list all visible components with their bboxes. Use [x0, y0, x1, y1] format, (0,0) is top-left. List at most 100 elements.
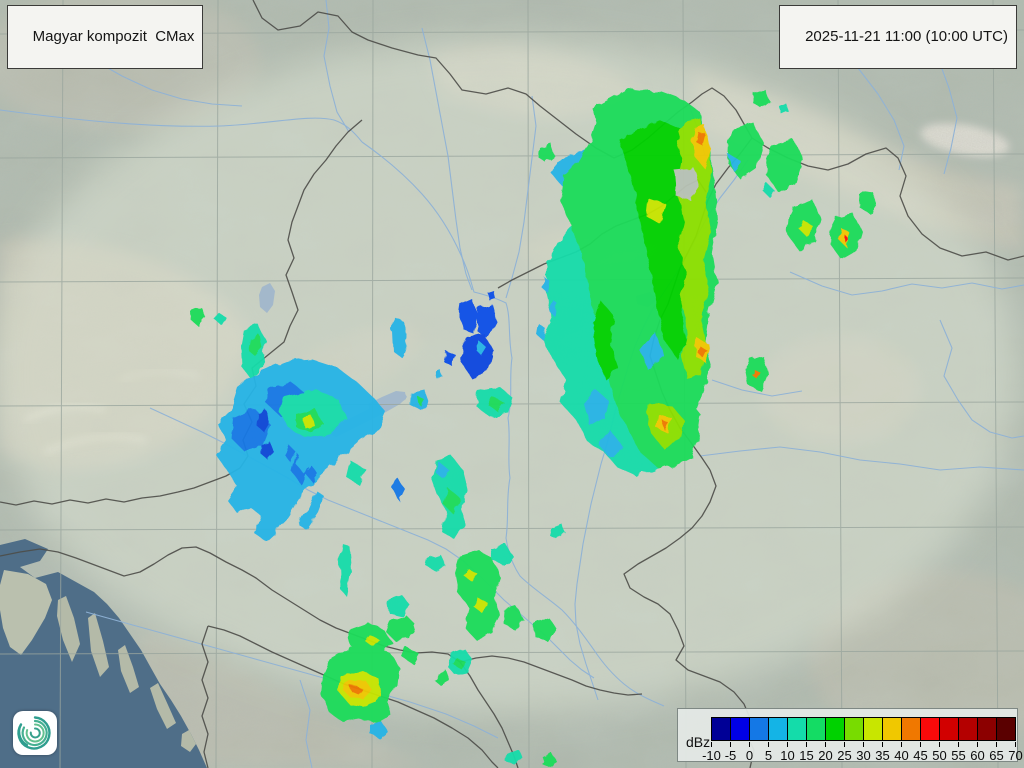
legend-tick-label: 25	[837, 748, 852, 763]
legend-tick-mark	[882, 742, 883, 747]
radar-echo	[838, 228, 851, 247]
radar-echo	[505, 748, 524, 766]
radar-echo	[190, 307, 206, 326]
radar-echo	[385, 615, 416, 641]
radar-echo	[692, 126, 710, 168]
legend-tick-label: 0	[745, 748, 754, 763]
legend-color-cell	[826, 718, 845, 740]
radar-echo	[491, 544, 513, 566]
legend-color-cell	[731, 718, 750, 740]
radar-echo	[426, 554, 445, 572]
radar-echo	[434, 670, 450, 686]
radar-echo-layer	[190, 88, 877, 767]
radar-echo	[752, 90, 770, 108]
legend-tick-mark	[996, 742, 997, 747]
timestamp-label: 2025-11-21 11:00 (10:00 UTC)	[805, 28, 1008, 45]
legend-tick-mark	[806, 742, 807, 747]
radar-echo	[260, 442, 274, 459]
legend-color-cell	[978, 718, 997, 740]
radar-echo	[475, 341, 486, 355]
legend-tick-mark	[768, 742, 769, 747]
radar-echo	[443, 351, 456, 366]
product-label: Magyar kompozit CMax	[32, 28, 195, 45]
radar-echo	[488, 397, 504, 411]
legend-tick-mark	[939, 742, 940, 747]
radar-echo	[779, 103, 789, 115]
radar-echo	[346, 460, 366, 485]
radar-echo	[473, 598, 488, 613]
radar-coverage-area	[0, 37, 1020, 713]
radar-echo	[387, 595, 410, 616]
spiral-logo-icon	[17, 716, 51, 750]
legend-tick-label: -10	[702, 748, 721, 763]
radar-echo	[845, 235, 849, 243]
legend-tick-mark	[977, 742, 978, 747]
radar-echo	[369, 721, 387, 738]
radar-echo	[503, 607, 523, 630]
legend-unit-label: dBz	[686, 734, 711, 750]
legend-color-cell	[902, 718, 921, 740]
radar-echo	[392, 317, 408, 358]
radar-echo	[436, 370, 443, 380]
legend-tick-label: 10	[780, 748, 795, 763]
radar-echo	[402, 647, 419, 664]
radar-echo	[537, 324, 545, 340]
radar-echo	[298, 490, 324, 530]
river-danube	[361, 141, 665, 707]
radar-echo	[661, 419, 669, 431]
legend-color-cell	[788, 718, 807, 740]
legend-tick-label: 40	[894, 748, 909, 763]
timestamp-box: 2025-11-21 11:00 (10:00 UTC)	[779, 5, 1017, 69]
radar-echo	[488, 291, 496, 301]
radar-echo	[542, 277, 549, 292]
radar-echo	[674, 168, 699, 200]
hungaromet-logo	[13, 711, 57, 755]
lake-neusiedl	[259, 283, 275, 313]
radar-echo	[453, 658, 466, 669]
legend-tick-mark	[730, 742, 731, 747]
legend-tick-mark	[958, 742, 959, 747]
legend-tick-label: 65	[989, 748, 1004, 763]
legend-tick-mark	[920, 742, 921, 747]
legend-tick-label: 70	[1008, 748, 1023, 763]
radar-echo	[417, 396, 424, 406]
legend-color-cell	[940, 718, 959, 740]
legend-tick-mark	[749, 742, 750, 747]
radar-echo	[306, 466, 318, 482]
radar-echo	[584, 390, 608, 426]
product-label-box: Magyar kompozit CMax	[7, 5, 204, 69]
radar-echo	[766, 140, 803, 193]
legend-color-cell	[845, 718, 864, 740]
radar-echo	[534, 617, 557, 642]
radar-echo	[598, 430, 624, 458]
legend-color-cell	[997, 718, 1015, 740]
radar-echo	[463, 568, 477, 581]
radar-echo	[284, 444, 296, 462]
radar-echo	[303, 416, 314, 428]
radar-echo	[216, 359, 386, 541]
legend-tick-mark	[1015, 742, 1016, 747]
radar-echo	[541, 753, 557, 767]
legend-tick-label: 35	[875, 748, 890, 763]
legend-tick-label: 60	[970, 748, 985, 763]
radar-echo	[461, 333, 493, 379]
radar-echo	[752, 369, 760, 379]
legend-color-cell	[807, 718, 826, 740]
legend-tick-mark	[844, 742, 845, 747]
legend-tick-label: 50	[932, 748, 947, 763]
legend-tick-label: 30	[856, 748, 871, 763]
legend-color-cell	[883, 718, 902, 740]
legend-tick-label: -5	[724, 748, 737, 763]
radar-echo	[592, 300, 618, 380]
radar-echo	[762, 182, 776, 198]
legend-tick-label: 55	[951, 748, 966, 763]
radar-echo	[443, 488, 460, 514]
legend-color-bar	[711, 717, 1016, 741]
radar-echo	[248, 334, 262, 356]
radar-echo	[550, 299, 557, 317]
radar-echo	[340, 544, 352, 597]
radar-echo	[434, 461, 449, 479]
radar-echo	[640, 332, 664, 370]
